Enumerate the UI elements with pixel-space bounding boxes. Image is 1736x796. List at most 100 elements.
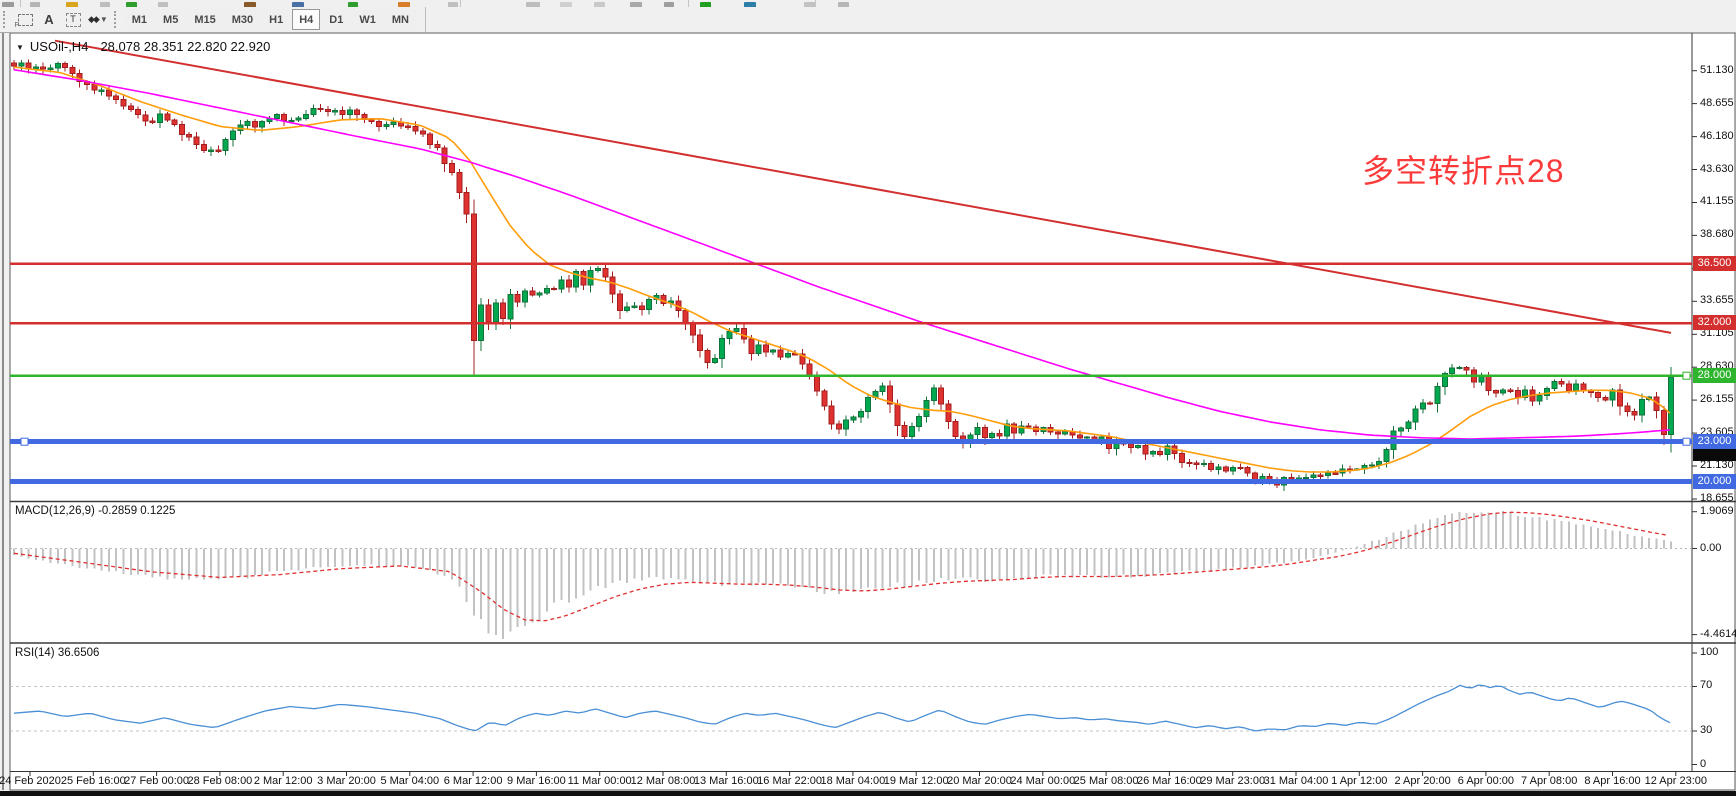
grid-tool-icon: F bbox=[15, 13, 33, 29]
timeframe-button-m5[interactable]: M5 bbox=[156, 9, 186, 30]
hline-handle[interactable] bbox=[1682, 437, 1691, 446]
time-axis-label[interactable]: 3 Mar 20:00 bbox=[317, 775, 376, 787]
chart-annotation-text[interactable]: 多空转折点28 bbox=[1362, 153, 1565, 189]
hline-handle[interactable] bbox=[20, 437, 29, 446]
macd-axis-label[interactable]: 0.00 bbox=[1700, 541, 1722, 554]
time-axis-label[interactable]: 20 Mar 20:00 bbox=[947, 775, 1012, 787]
styler-dropdown-button[interactable]: ◆◆ ▼ bbox=[85, 9, 111, 30]
trendline[interactable] bbox=[54, 39, 1672, 334]
price-axis-label[interactable]: 38.680 bbox=[1700, 228, 1734, 241]
timeframe-button-h4[interactable]: H4 bbox=[292, 9, 321, 30]
price-axis-label[interactable]: 21.130 bbox=[1700, 459, 1734, 472]
macd-histogram bbox=[13, 511, 1673, 640]
time-axis-label[interactable]: 5 Mar 04:00 bbox=[380, 775, 440, 787]
timeframe-button-m15[interactable]: M15 bbox=[187, 9, 223, 30]
price-level-badge-32.000: 32.000 bbox=[1693, 315, 1736, 331]
time-axis-label[interactable]: 9 Mar 16:00 bbox=[507, 775, 566, 787]
price-axis-label[interactable]: 41.155 bbox=[1700, 195, 1734, 208]
time-axis-label[interactable]: 31 Mar 04:00 bbox=[1263, 775, 1329, 787]
toolbar-icon-fragment bbox=[664, 2, 674, 7]
time-axis-label[interactable]: 25 Mar 08:00 bbox=[1073, 775, 1139, 787]
price-axis-label[interactable]: 46.180 bbox=[1700, 129, 1734, 142]
time-axis-label[interactable]: 24 Feb 2020 bbox=[0, 775, 61, 787]
hline-handle[interactable] bbox=[1682, 371, 1691, 380]
price-axis-label[interactable]: 26.155 bbox=[1700, 393, 1734, 406]
toolbar-icon-fragment bbox=[348, 2, 358, 7]
rsi-axis-label[interactable]: 70 bbox=[1700, 679, 1713, 692]
time-axis-label[interactable]: 11 Mar 00:00 bbox=[567, 775, 632, 787]
time-axis-label[interactable]: 26 Mar 16:00 bbox=[1136, 775, 1202, 787]
chart-title: ▼ USOil-,H4 28.078 28.351 22.820 22.920 bbox=[16, 39, 270, 54]
styler-icon: ◆◆ bbox=[88, 14, 100, 24]
symbol-name: USOil-,H4 bbox=[29, 39, 89, 54]
toolbar-icon-fragment bbox=[630, 2, 642, 7]
timeframe-button-m30[interactable]: M30 bbox=[224, 9, 261, 30]
text-box-button[interactable]: T bbox=[61, 9, 85, 30]
timeframe-button-w1[interactable]: W1 bbox=[352, 9, 383, 30]
time-axis-label[interactable]: 12 Apr 23:00 bbox=[1644, 775, 1707, 787]
toolbar-icon-fragment bbox=[448, 2, 458, 7]
price-axis-label[interactable]: 18.655 bbox=[1700, 491, 1734, 504]
current-price-marker bbox=[1693, 448, 1736, 461]
price-level-badge-20.000: 20.000 bbox=[1693, 473, 1736, 489]
price-axis-label[interactable]: 33.655 bbox=[1700, 294, 1734, 307]
toolbar-icon-fragment bbox=[838, 2, 849, 7]
timeframe-group: M1 M5 M15 M30 H1 H4 D1 W1 MN bbox=[124, 9, 417, 30]
toolbar-separator bbox=[688, 0, 689, 7]
price-level-badge-28.000: 28.000 bbox=[1693, 368, 1736, 384]
toolbar-icon-fragment bbox=[560, 2, 572, 7]
time-axis-label[interactable]: 1 Apr 12:00 bbox=[1331, 775, 1388, 787]
macd-axis-label[interactable]: 1.9069 bbox=[1700, 504, 1734, 517]
toolbar-icon-fragment bbox=[158, 2, 168, 7]
time-axis-label[interactable]: 28 Feb 08:00 bbox=[187, 775, 253, 787]
time-axis-label[interactable]: 25 Feb 16:00 bbox=[60, 775, 126, 787]
toolbar-icon-fragment bbox=[2, 2, 14, 7]
toolbar-icon-fragment bbox=[526, 2, 540, 7]
text-label-button[interactable]: A bbox=[37, 9, 61, 30]
time-axis-label[interactable]: 29 Mar 23:00 bbox=[1200, 775, 1266, 787]
time-axis-label[interactable]: 27 Feb 00:00 bbox=[124, 775, 190, 787]
price-axis-label[interactable]: 51.130 bbox=[1700, 63, 1734, 76]
time-axis-label[interactable]: 13 Mar 16:00 bbox=[693, 775, 759, 787]
toolbar-grip[interactable] bbox=[3, 11, 9, 28]
price-axis-label[interactable]: 48.655 bbox=[1700, 96, 1734, 109]
price-axis-label[interactable]: 43.630 bbox=[1700, 162, 1734, 175]
rsi-axis-label[interactable]: 100 bbox=[1700, 646, 1719, 658]
toolbar-icon-fragment bbox=[66, 2, 78, 7]
time-axis-label[interactable]: 6 Apr 00:00 bbox=[1457, 775, 1515, 787]
time-axis-label[interactable]: 2 Apr 20:00 bbox=[1394, 775, 1451, 787]
macd-axis-label[interactable]: -4.4614 bbox=[1700, 627, 1736, 640]
timeframe-button-m1[interactable]: M1 bbox=[124, 9, 155, 30]
toolbar-separator bbox=[20, 0, 21, 7]
macd-label: MACD(12,26,9) -0.2859 0.1225 bbox=[15, 505, 176, 517]
rsi-axis-label[interactable]: 30 bbox=[1700, 724, 1713, 737]
toolbar-grip[interactable] bbox=[113, 11, 120, 28]
macd-signal-line bbox=[13, 511, 1667, 622]
text-box-icon: T bbox=[65, 12, 81, 27]
time-axis-label[interactable]: 2 Mar 12:00 bbox=[253, 775, 313, 787]
rsi-axis-label[interactable]: 0 bbox=[1700, 757, 1707, 770]
toolbar-icon-fragment bbox=[744, 2, 756, 7]
toolbar-icon-fragment bbox=[804, 2, 816, 7]
chevron-down-icon: ▼ bbox=[99, 15, 108, 24]
letter-a-icon: A bbox=[44, 12, 54, 27]
time-axis-label[interactable]: 12 Mar 08:00 bbox=[630, 775, 696, 787]
toolbar-icon-fragment bbox=[594, 2, 605, 7]
time-axis-label[interactable]: 18 Mar 04:00 bbox=[820, 775, 886, 787]
timeframe-button-mn[interactable]: MN bbox=[384, 9, 416, 30]
time-axis-label[interactable]: 24 Mar 00:00 bbox=[1010, 775, 1076, 787]
timeframe-button-h1[interactable]: H1 bbox=[262, 9, 291, 30]
chart-window bbox=[9, 32, 1736, 791]
ohlc-values: 28.078 28.351 22.820 22.920 bbox=[100, 39, 271, 54]
time-axis-label[interactable]: 19 Mar 12:00 bbox=[883, 775, 949, 787]
time-axis-label[interactable]: 6 Mar 12:00 bbox=[443, 775, 503, 787]
time-axis-label[interactable]: 8 Apr 16:00 bbox=[1584, 775, 1641, 787]
grid-tool-button[interactable]: F bbox=[13, 9, 37, 30]
time-axis-label[interactable]: 16 Mar 22:00 bbox=[757, 775, 822, 787]
time-axis-label[interactable]: 7 Apr 08:00 bbox=[1521, 775, 1578, 787]
timeframe-button-d1[interactable]: D1 bbox=[322, 9, 351, 30]
toolbar-icon-fragment bbox=[700, 2, 711, 7]
toolbar-separator bbox=[815, 0, 816, 7]
symbol-dropdown-icon[interactable]: ▼ bbox=[16, 43, 24, 52]
